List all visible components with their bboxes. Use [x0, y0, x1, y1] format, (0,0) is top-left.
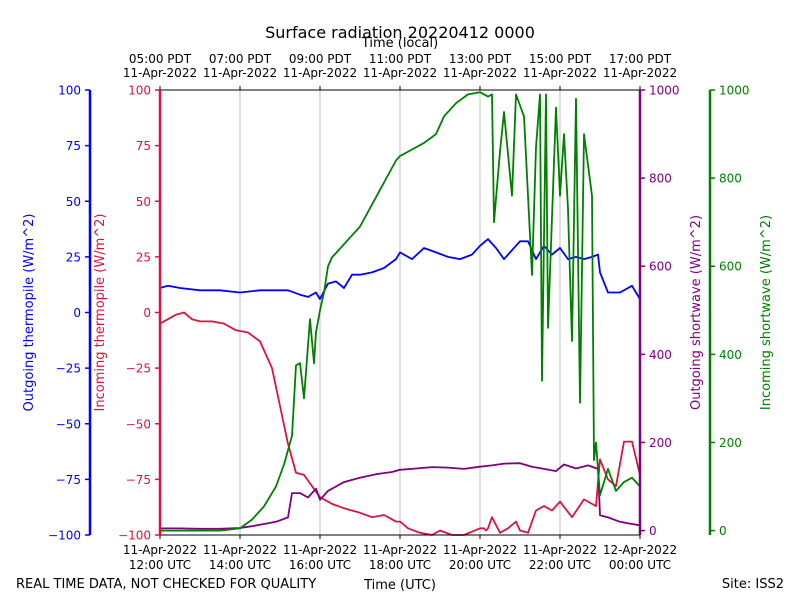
y-tick-label: 600: [649, 260, 672, 274]
y-tick-label: −25: [126, 362, 151, 376]
y-tick-label: 0: [73, 306, 81, 320]
y-tick-label: 800: [649, 172, 672, 186]
top-tick-label-time: 15:00 PDT: [529, 52, 592, 66]
top-tick-label-time: 11:00 PDT: [369, 52, 432, 66]
y-tick-label: 75: [66, 139, 81, 153]
y-tick-label: 600: [719, 260, 742, 274]
y-tick-label: −50: [56, 417, 81, 431]
y-tick-label: −100: [118, 529, 151, 543]
top-tick-label-date: 11-Apr-2022: [443, 66, 517, 80]
y-axis-label-in_thermo: Incoming thermopile (W/m^2): [93, 214, 108, 412]
top-axis-label: Time (local): [361, 36, 438, 51]
y-axis-label-out_thermo: Outgoing thermopile (W/m^2): [22, 214, 37, 412]
x-tick-label-date: 12-Apr-2022: [603, 543, 677, 557]
x-tick-label-time: 12:00 UTC: [129, 558, 191, 572]
y-tick-label: 0: [719, 524, 727, 538]
series-line-out_thermo: [159, 238, 641, 301]
top-tick-label-date: 11-Apr-2022: [363, 66, 437, 80]
y-tick-label: −50: [126, 417, 151, 431]
x-axis-label: Time (UTC): [363, 578, 436, 593]
top-tick-label-time: 17:00 PDT: [609, 52, 672, 66]
x-tick-label-time: 20:00 UTC: [449, 558, 511, 572]
x-tick-label-date: 11-Apr-2022: [203, 543, 277, 557]
x-tick-label-date: 11-Apr-2022: [123, 543, 197, 557]
footer-site: Site: ISS2: [722, 577, 784, 592]
y-tick-label: 50: [66, 195, 81, 209]
y-tick-label: 400: [719, 348, 742, 362]
y-tick-label: −75: [126, 473, 151, 487]
y-tick-label: 400: [649, 348, 672, 362]
y-tick-label: 200: [649, 436, 672, 450]
x-tick-label-time: 22:00 UTC: [529, 558, 591, 572]
series-line-in_thermo: [159, 311, 641, 536]
y-axis-label-out_sw: Outgoing shortwave (W/m^2): [689, 215, 704, 410]
y-tick-label: 75: [136, 139, 151, 153]
y-tick-label: 50: [136, 195, 151, 209]
y-tick-label: 1000: [649, 84, 680, 98]
top-tick-label-time: 07:00 PDT: [209, 52, 272, 66]
y-tick-label: 1000: [719, 84, 750, 98]
y-tick-label: 800: [719, 172, 742, 186]
x-tick-label-time: 16:00 UTC: [289, 558, 351, 572]
x-tick-label-date: 11-Apr-2022: [363, 543, 437, 557]
y-tick-label: 100: [128, 84, 151, 98]
top-tick-label-date: 11-Apr-2022: [523, 66, 597, 80]
y-tick-label: −100: [48, 529, 81, 543]
series-layer: [159, 91, 641, 536]
y-tick-label: 200: [719, 436, 742, 450]
footer-quality-note: REAL TIME DATA, NOT CHECKED FOR QUALITY: [16, 577, 316, 592]
top-tick-label-time: 13:00 PDT: [449, 52, 512, 66]
y-tick-label: −25: [56, 362, 81, 376]
x-tick-label-time: 18:00 UTC: [369, 558, 431, 572]
top-tick-label-date: 11-Apr-2022: [603, 66, 677, 80]
y-tick-label: −75: [56, 473, 81, 487]
y-tick-label: 25: [66, 250, 81, 264]
top-tick-label-date: 11-Apr-2022: [123, 66, 197, 80]
y-tick-label: 0: [649, 524, 657, 538]
x-tick-label-date: 11-Apr-2022: [443, 543, 517, 557]
y-tick-label: 100: [58, 84, 81, 98]
x-tick-label-date: 11-Apr-2022: [523, 543, 597, 557]
chart-title: Surface radiation 20220412 0000: [265, 23, 535, 42]
top-tick-label-time: 05:00 PDT: [129, 52, 192, 66]
top-tick-label-date: 11-Apr-2022: [283, 66, 357, 80]
top-tick-label-date: 11-Apr-2022: [203, 66, 277, 80]
y-tick-label: 25: [136, 250, 151, 264]
x-tick-label-time: 00:00 UTC: [609, 558, 671, 572]
x-tick-label-time: 14:00 UTC: [209, 558, 271, 572]
top-tick-label-time: 09:00 PDT: [289, 52, 352, 66]
x-tick-label-date: 11-Apr-2022: [283, 543, 357, 557]
y-axis-label-in_sw: Incoming shortwave (W/m^2): [759, 215, 774, 410]
y-tick-label: 0: [143, 306, 151, 320]
series-line-out_sw: [160, 462, 641, 530]
series-line-in_sw: [160, 91, 641, 532]
